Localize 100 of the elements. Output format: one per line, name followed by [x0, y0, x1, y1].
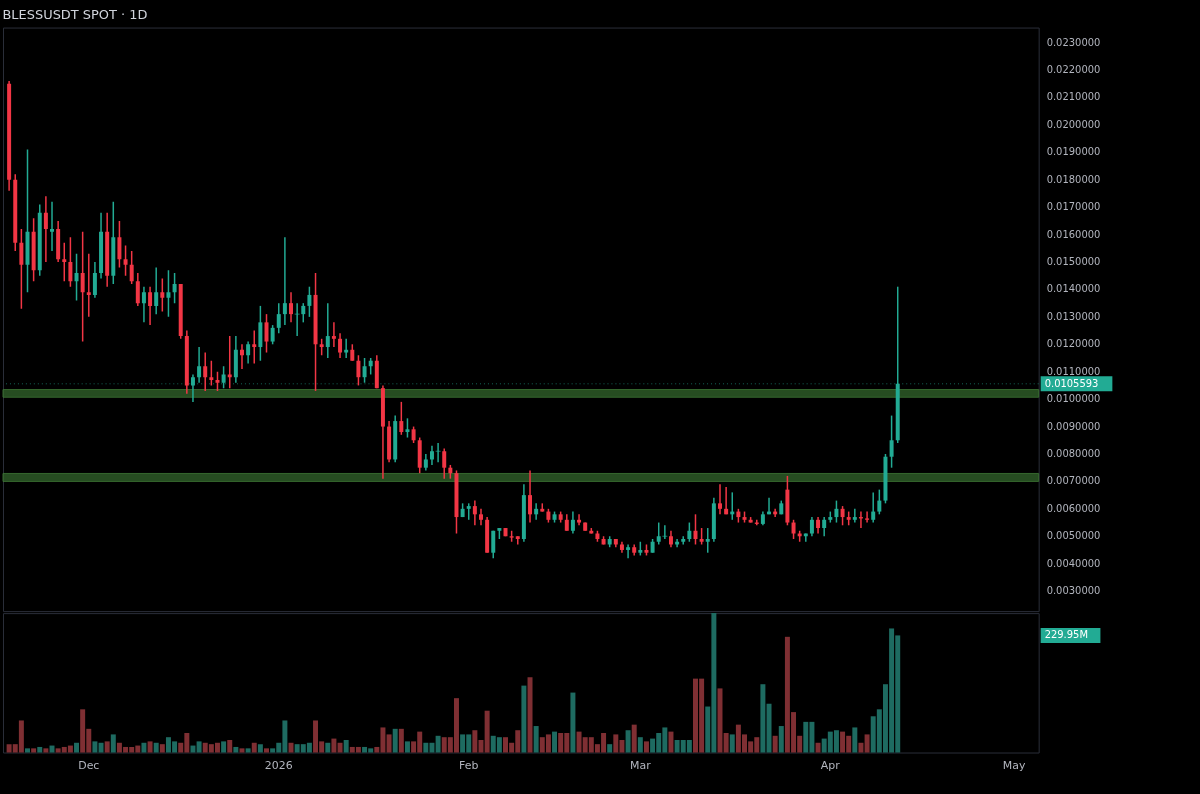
- y-tick-label: 0.0130000: [1046, 310, 1101, 322]
- candlestick: [577, 513, 582, 527]
- bar: [631, 724, 637, 753]
- bar: [233, 746, 239, 753]
- bar: [637, 737, 643, 753]
- bar: [729, 734, 735, 753]
- candlestick: [528, 469, 533, 524]
- ref-line-label: 0.0105593: [1044, 377, 1099, 389]
- candlestick: [294, 302, 300, 337]
- bar: [343, 739, 349, 753]
- candlestick: [840, 505, 845, 527]
- bar: [858, 742, 864, 753]
- bar: [159, 744, 165, 753]
- y-tick-label: 0.0180000: [1046, 173, 1101, 185]
- candlestick: [852, 508, 857, 524]
- candlestick: [871, 491, 876, 524]
- bar: [484, 710, 490, 753]
- candlestick: [472, 499, 477, 527]
- bar: [404, 741, 410, 753]
- bar: [852, 727, 858, 753]
- candlestick: [148, 285, 153, 326]
- y-tick-label: 0.0170000: [1046, 201, 1101, 213]
- candlestick: [822, 516, 827, 537]
- y-tick-label: 0.0030000: [1046, 585, 1101, 597]
- bar: [552, 731, 558, 753]
- candlestick: [154, 266, 159, 315]
- candlestick: [442, 447, 447, 480]
- candlestick: [270, 324, 275, 346]
- bar: [668, 731, 674, 753]
- candlestick: [362, 357, 367, 384]
- candlestick: [123, 244, 128, 277]
- candlestick: [809, 516, 814, 537]
- y-tick-label: 0.0060000: [1046, 502, 1101, 514]
- bar: [147, 741, 153, 753]
- candlestick: [889, 414, 894, 469]
- candlestick: [129, 250, 134, 285]
- candlestick: [282, 236, 287, 326]
- bar: [196, 741, 202, 753]
- y-tick-label: 0.0120000: [1046, 338, 1101, 350]
- y-tick-label: 0.0200000: [1046, 118, 1101, 130]
- y-tick-label: 0.0220000: [1046, 64, 1101, 76]
- candlestick: [215, 370, 220, 392]
- bar: [92, 741, 98, 753]
- bar: [723, 733, 729, 753]
- bar: [37, 746, 43, 753]
- y-tick-label: 0.0230000: [1046, 36, 1101, 48]
- bar: [257, 744, 263, 753]
- y-tick-label: 0.0190000: [1046, 146, 1101, 158]
- candlestick: [117, 220, 122, 269]
- candlestick: [356, 354, 361, 387]
- candlestick: [307, 285, 312, 318]
- bar: [227, 739, 233, 753]
- bar: [331, 738, 337, 753]
- candlestick: [43, 195, 48, 263]
- candlestick: [86, 253, 91, 318]
- candlestick: [141, 285, 146, 324]
- bar: [190, 745, 196, 753]
- y-tick-label: 0.0050000: [1046, 530, 1101, 542]
- bar: [264, 748, 269, 753]
- candlestick: [405, 417, 410, 439]
- bar: [864, 734, 870, 753]
- bar: [570, 692, 576, 753]
- candlestick: [626, 543, 631, 559]
- candlestick: [791, 519, 796, 540]
- candlestick: [331, 321, 336, 348]
- bar: [104, 741, 110, 753]
- bar: [49, 745, 55, 753]
- candlestick: [221, 365, 226, 389]
- candlestick: [301, 302, 306, 324]
- y-tick-label: 0.0090000: [1046, 420, 1101, 432]
- bar: [386, 734, 392, 753]
- bar: [98, 742, 104, 753]
- candlestick: [74, 253, 79, 302]
- bar: [643, 741, 649, 753]
- y-tick-label: 0.0070000: [1046, 475, 1101, 487]
- y-tick-label: 0.0140000: [1046, 283, 1101, 295]
- y-tick-label: 0.0150000: [1046, 256, 1101, 268]
- candlestick: [68, 236, 73, 288]
- candlestick: [203, 351, 208, 392]
- y-tick-label: 0.0210000: [1046, 91, 1101, 103]
- bar: [110, 734, 116, 753]
- bar: [141, 742, 147, 753]
- bar: [245, 748, 251, 753]
- bar: [239, 748, 245, 753]
- candlestick: [209, 360, 214, 387]
- candlestick: [135, 272, 140, 307]
- candlestick: [724, 486, 729, 516]
- candlestick: [276, 302, 281, 335]
- x-tick-label: Feb: [459, 759, 479, 773]
- bar: [31, 748, 37, 753]
- candlestick: [399, 401, 404, 436]
- bar: [815, 742, 821, 753]
- bar: [778, 726, 784, 753]
- candlestick: [289, 291, 294, 324]
- text: 229.95M: [1044, 629, 1089, 641]
- candlestick: [534, 502, 539, 521]
- bar: [766, 703, 772, 753]
- bar: [625, 730, 631, 753]
- candlestick: [435, 442, 441, 463]
- candlestick: [80, 231, 85, 343]
